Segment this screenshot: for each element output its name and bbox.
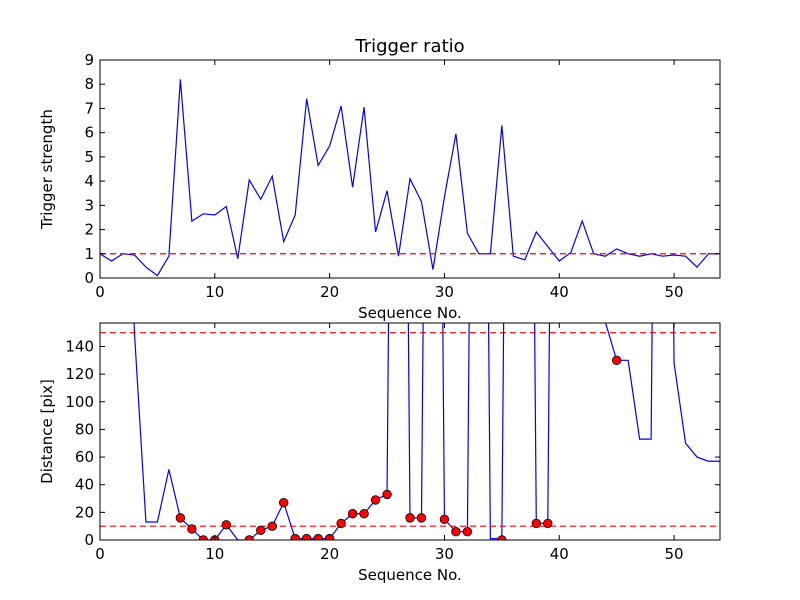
x-tick-label: 30 bbox=[435, 283, 454, 301]
data-marker-19 bbox=[416, 513, 427, 523]
y-tick-label: 0 bbox=[84, 269, 94, 287]
y-tick-label: 1 bbox=[84, 245, 94, 263]
data-marker-18 bbox=[405, 513, 415, 523]
y-tick-label: 5 bbox=[84, 148, 94, 166]
data-marker-14 bbox=[347, 509, 358, 519]
y-tick-label: 100 bbox=[65, 393, 94, 411]
data-marker-9 bbox=[290, 533, 300, 540]
y-tick-label: 6 bbox=[84, 124, 94, 142]
y-tick-label: 8 bbox=[84, 75, 94, 93]
y-tick-label: 2 bbox=[84, 221, 94, 239]
trigger-ratio-panel: 0 10 20 30 40 50 0 1 2 3 4 5 6 7 8 9 Trigger ratio Sequen… bbox=[38, 36, 721, 322]
series-line-0 bbox=[100, 79, 720, 277]
x-tick-label: 10 bbox=[205, 545, 224, 563]
x-tick-label: 0 bbox=[95, 545, 105, 563]
y-tick-label: 60 bbox=[75, 448, 94, 466]
data-marker-21 bbox=[451, 527, 461, 537]
data-marker-23 bbox=[497, 535, 507, 540]
x-tick-label: 30 bbox=[435, 545, 454, 563]
data-marker-13 bbox=[336, 518, 346, 529]
y-tick-label: 120 bbox=[65, 365, 94, 383]
data-marker-4 bbox=[221, 520, 231, 530]
x-tick-label: 20 bbox=[320, 283, 339, 301]
axes-frame bbox=[99, 322, 721, 541]
y-tick-label: 4 bbox=[84, 172, 94, 190]
data-marker-15 bbox=[359, 509, 369, 519]
y-tick-label: 140 bbox=[65, 337, 94, 355]
x-axis-label: Sequence No. bbox=[358, 304, 462, 322]
x-tick-label: 40 bbox=[550, 283, 569, 301]
y-tick-label: 7 bbox=[84, 99, 94, 117]
y-axis-label: Distance [pix] bbox=[38, 379, 56, 484]
data-marker-11 bbox=[313, 533, 323, 540]
y-axis-label: Trigger strength bbox=[38, 109, 56, 230]
data-marker-20 bbox=[439, 514, 450, 524]
x-tick-label: 0 bbox=[95, 283, 105, 301]
plot-area bbox=[100, 323, 720, 540]
x-tick-label: 50 bbox=[665, 283, 684, 301]
data-marker-2 bbox=[198, 535, 209, 540]
y-tick-label: 9 bbox=[84, 51, 94, 69]
data-marker-5 bbox=[244, 535, 254, 540]
data-marker-8 bbox=[279, 497, 289, 508]
x-tick-label: 20 bbox=[320, 545, 339, 563]
data-marker-17 bbox=[382, 489, 392, 500]
y-tick-label: 20 bbox=[75, 503, 94, 521]
data-marker-16 bbox=[370, 495, 381, 505]
data-marker-1 bbox=[187, 524, 197, 534]
data-marker-7 bbox=[267, 521, 277, 531]
plot-area bbox=[100, 79, 720, 277]
data-marker-24 bbox=[531, 518, 541, 529]
x-axis-label: Sequence No. bbox=[358, 566, 462, 584]
y-tick-label: 3 bbox=[84, 196, 94, 214]
x-tick-label: 10 bbox=[205, 283, 224, 301]
x-tick-label: 40 bbox=[550, 545, 569, 563]
data-marker-26 bbox=[611, 355, 622, 366]
data-marker-10 bbox=[301, 533, 312, 540]
y-tick-label: 40 bbox=[75, 476, 94, 494]
y-tick-label: 80 bbox=[75, 420, 94, 438]
data-marker-22 bbox=[462, 527, 473, 537]
x-tick-label: 50 bbox=[665, 545, 684, 563]
data-marker-25 bbox=[543, 518, 553, 529]
chart-title: Trigger ratio bbox=[354, 36, 464, 57]
y-tick-label: 0 bbox=[84, 531, 94, 549]
axes-frame bbox=[99, 59, 721, 279]
data-marker-6 bbox=[256, 525, 266, 536]
data-marker-0 bbox=[175, 513, 186, 523]
distance-panel: 0 10 20 30 40 50 0 20 40 60 80 100 120 140 Sequence No… bbox=[38, 322, 721, 584]
